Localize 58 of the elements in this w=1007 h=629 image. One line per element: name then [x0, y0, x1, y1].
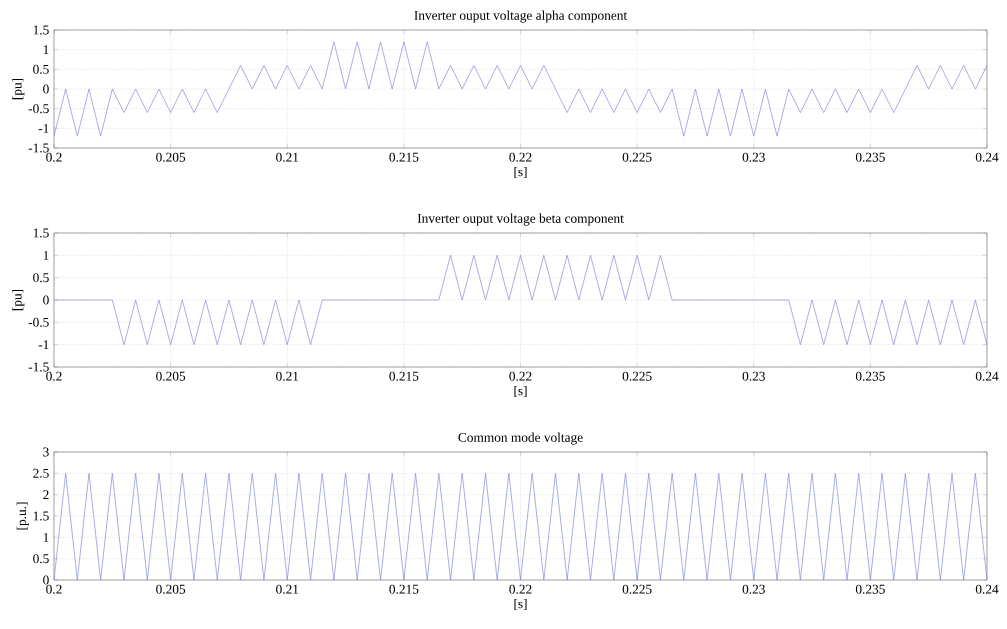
x-tick-label: 0.235 — [855, 152, 885, 162]
x-tick-label: 0.24 — [975, 584, 999, 594]
y-tick-label: 1 — [43, 532, 49, 542]
x-tick-label: 0.225 — [622, 371, 652, 381]
x-axis-title: [s] — [514, 598, 527, 610]
x-tick-label: 0.215 — [389, 584, 419, 594]
y-tick-label: -0.5 — [28, 104, 49, 114]
chart-title: Inverter ouput voltage beta component — [417, 213, 624, 226]
x-tick-label: 0.225 — [622, 152, 652, 162]
y-tick-label: 1.5 — [33, 511, 49, 521]
y-tick-label: -1.5 — [28, 362, 49, 372]
y-tick-label: 2 — [43, 490, 49, 500]
y-tick-label: 2.5 — [33, 468, 49, 478]
y-tick-label: 0 — [43, 84, 49, 94]
x-tick-label: 0.22 — [509, 152, 532, 162]
x-tick-label: 0.22 — [509, 584, 532, 594]
x-tick-label: 0.24 — [975, 371, 999, 381]
chart-title: Inverter ouput voltage alpha component — [414, 10, 628, 23]
x-tick-label: 0.21 — [276, 152, 299, 162]
y-tick-label: 0.5 — [33, 554, 49, 564]
x-tick-label: 0.22 — [509, 371, 532, 381]
y-tick-label: -1.5 — [28, 143, 49, 153]
x-tick-label: 0.235 — [855, 371, 885, 381]
y-tick-label: -0.5 — [28, 317, 49, 327]
x-tick-label: 0.205 — [156, 152, 186, 162]
x-tick-label: 0.2 — [46, 584, 62, 594]
x-axis-title: [s] — [514, 166, 527, 178]
x-tick-label: 0.23 — [742, 152, 765, 162]
x-tick-label: 0.23 — [742, 584, 765, 594]
y-axis-title: [pu] — [12, 289, 25, 311]
y-tick-label: 0.5 — [33, 64, 49, 74]
x-tick-label: 0.21 — [276, 584, 299, 594]
x-tick-label: 0.205 — [156, 371, 186, 381]
x-tick-label: 0.225 — [622, 584, 652, 594]
chart-title: Common mode voltage — [458, 432, 583, 445]
x-tick-label: 0.2 — [46, 371, 62, 381]
x-axis-title: [s] — [514, 385, 527, 397]
x-tick-label: 0.2 — [46, 152, 62, 162]
y-tick-label: 1.5 — [33, 228, 49, 238]
y-tick-label: 3 — [43, 447, 49, 457]
y-tick-label: 0.5 — [33, 273, 49, 283]
y-axis-title: [pu] — [12, 78, 25, 100]
x-tick-label: 0.24 — [975, 152, 999, 162]
y-tick-label: 1.5 — [33, 25, 49, 35]
x-tick-label: 0.21 — [276, 371, 299, 381]
x-tick-label: 0.215 — [389, 152, 419, 162]
x-tick-label: 0.23 — [742, 371, 765, 381]
y-tick-label: 1 — [43, 45, 49, 55]
y-axis-title: [p.u.] — [16, 502, 29, 530]
line-series — [54, 41, 988, 137]
y-tick-label: 1 — [43, 250, 49, 260]
y-tick-label: 0 — [43, 295, 49, 305]
x-tick-label: 0.215 — [389, 371, 419, 381]
y-tick-label: -1 — [38, 123, 49, 133]
y-tick-label: -1 — [38, 340, 49, 350]
y-tick-label: 0 — [43, 575, 49, 585]
x-tick-label: 0.205 — [156, 584, 186, 594]
x-tick-label: 0.235 — [855, 584, 885, 594]
